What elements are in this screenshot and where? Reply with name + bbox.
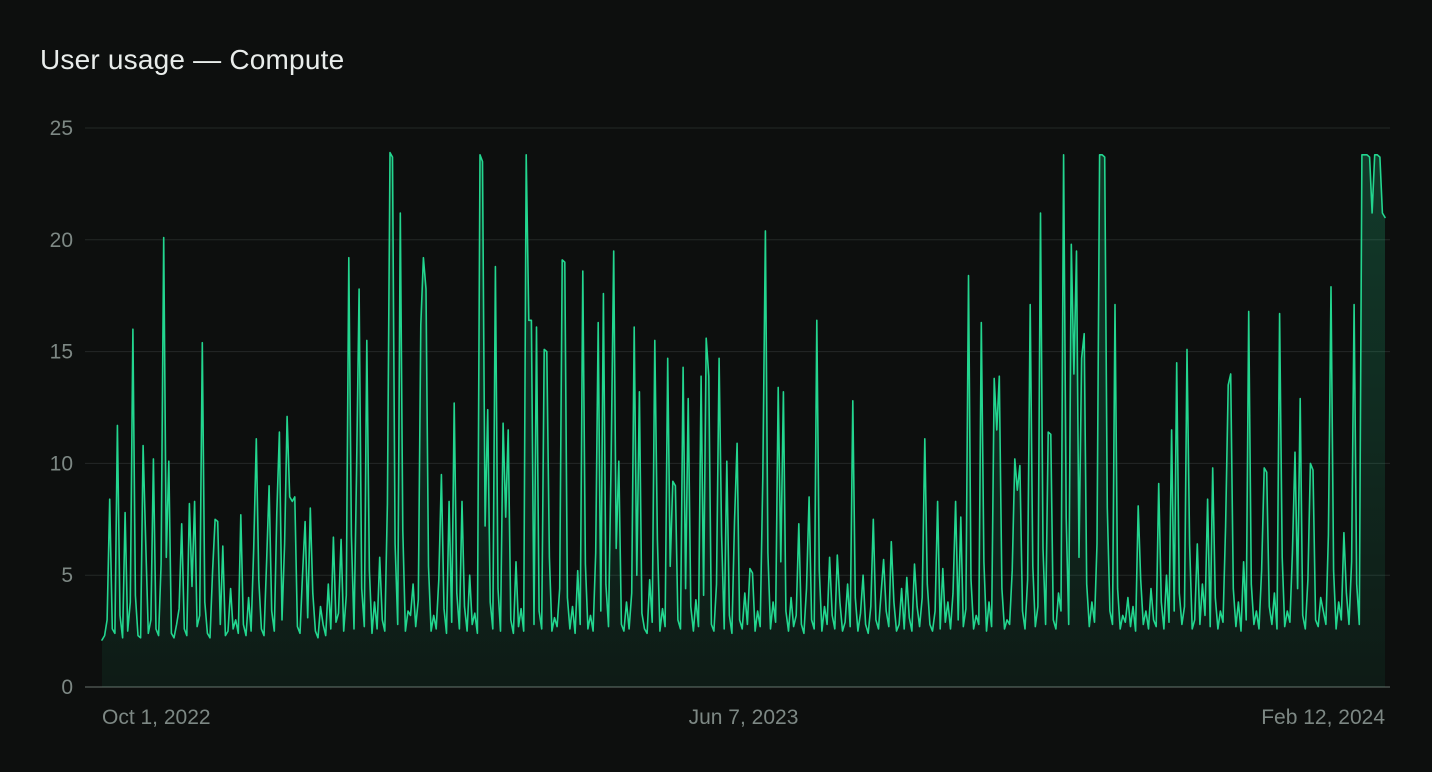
- y-tick-label: 25: [50, 117, 73, 140]
- x-tick-label: Feb 12, 2024: [1261, 706, 1385, 729]
- y-tick-label: 0: [61, 676, 73, 699]
- chart-title: User usage — Compute: [40, 44, 345, 75]
- series-line: [101, 151, 1386, 641]
- y-tick-label: 10: [50, 452, 73, 475]
- y-tick-label: 20: [50, 229, 73, 252]
- y-tick-label: 5: [61, 564, 73, 587]
- x-tick-label: Jun 7, 2023: [689, 706, 799, 729]
- x-tick-label: Oct 1, 2022: [102, 706, 211, 729]
- y-tick-label: 15: [50, 341, 73, 364]
